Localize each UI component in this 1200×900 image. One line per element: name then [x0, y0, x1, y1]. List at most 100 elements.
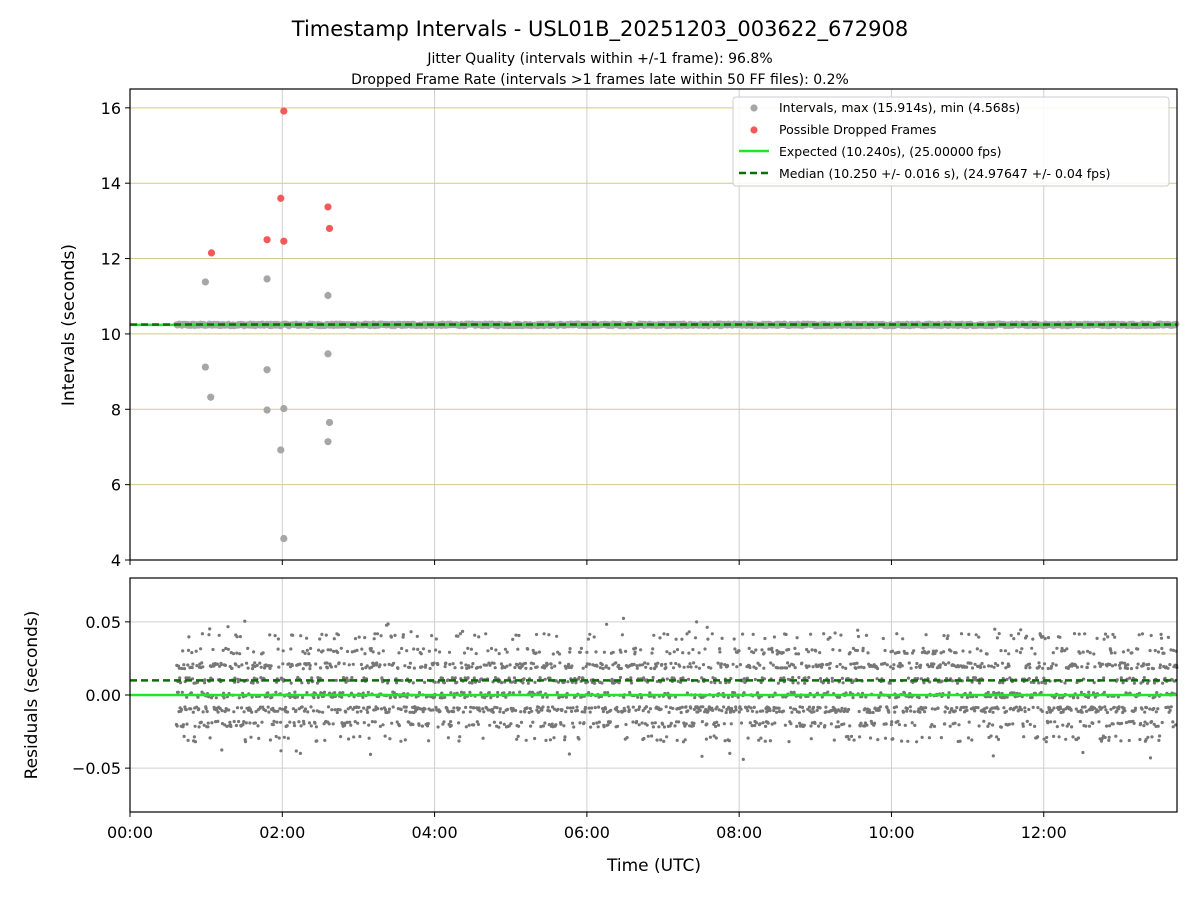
residual-point: [769, 661, 773, 665]
residual-point: [294, 749, 298, 753]
residual-point: [1036, 706, 1040, 710]
residual-point: [665, 650, 669, 654]
residual-point: [389, 695, 393, 699]
residual-point: [648, 707, 653, 711]
residual-point: [355, 710, 359, 714]
residual-point: [421, 710, 425, 714]
residual-point: [1078, 719, 1082, 724]
residual-point: [1076, 736, 1081, 740]
residual-point: [321, 710, 325, 714]
residual-point: [482, 710, 486, 714]
residual-point: [189, 707, 193, 711]
residual-point: [788, 706, 793, 710]
residual-point: [652, 633, 656, 637]
residual-point: [1046, 666, 1050, 671]
residual-point: [526, 647, 530, 651]
residual-point: [301, 667, 305, 671]
residual-point: [982, 665, 986, 669]
residual-point: [741, 757, 745, 762]
residual-point: [704, 707, 708, 712]
residual-point: [476, 722, 480, 727]
residual-point: [927, 736, 932, 740]
residual-point: [798, 721, 802, 725]
residual-point: [1103, 632, 1108, 636]
residual-point: [1104, 708, 1108, 712]
residual-point: [417, 723, 421, 727]
residual-point: [1169, 705, 1173, 709]
residual-point: [791, 663, 796, 667]
residual-point: [679, 710, 683, 715]
residual-point: [499, 662, 503, 666]
residual-point: [943, 662, 948, 667]
residual-point: [326, 648, 330, 652]
residual-point: [720, 709, 724, 713]
residual-point: [1171, 720, 1175, 724]
residual-point: [538, 690, 543, 694]
residual-point: [1003, 649, 1008, 653]
residual-point: [754, 666, 758, 671]
residual-point: [564, 710, 568, 714]
residual-point: [603, 691, 607, 695]
residual-point: [922, 681, 926, 685]
residual-point: [584, 664, 588, 669]
residual-point: [766, 721, 770, 725]
residual-point: [637, 723, 641, 727]
residual-point: [486, 649, 490, 653]
residual-point: [315, 739, 319, 743]
residual-point: [665, 677, 669, 681]
residual-point: [505, 664, 509, 668]
residual-point: [1049, 664, 1054, 669]
residual-point: [440, 696, 444, 700]
residual-point: [488, 723, 492, 727]
residual-point: [200, 661, 204, 665]
residual-point: [373, 632, 377, 636]
residual-point: [1105, 710, 1109, 715]
residual-point: [1052, 734, 1056, 739]
residual-point: [868, 710, 872, 715]
residual-point: [737, 649, 741, 653]
residual-point: [908, 705, 913, 709]
residual-point: [243, 619, 247, 623]
residual-point: [1030, 646, 1034, 650]
residual-point: [449, 723, 453, 728]
residual-point: [809, 724, 813, 728]
residual-point: [254, 710, 258, 714]
residual-point: [830, 679, 835, 683]
residual-point: [339, 735, 343, 739]
residual-point: [1109, 651, 1113, 655]
residual-point: [1033, 652, 1037, 656]
residual-point: [695, 620, 699, 624]
residual-point: [575, 705, 579, 709]
residual-point: [1037, 681, 1041, 685]
residual-point: [353, 637, 358, 641]
residual-point: [848, 724, 852, 728]
residual-point: [647, 710, 651, 714]
residual-point: [716, 723, 721, 727]
residual-point: [764, 724, 768, 729]
residual-point: [1102, 676, 1106, 680]
residual-point: [477, 635, 481, 639]
residual-point: [1076, 696, 1080, 700]
residual-point: [1152, 722, 1156, 726]
residual-point: [492, 661, 496, 665]
residual-point: [546, 705, 550, 709]
residual-point: [756, 691, 760, 695]
residual-point: [806, 707, 810, 711]
residual-point: [883, 661, 887, 666]
residual-point: [436, 662, 440, 667]
residual-point: [1007, 722, 1012, 726]
residual-point: [1012, 637, 1016, 641]
residual-point: [688, 662, 692, 666]
residual-point: [1039, 690, 1043, 695]
residual-point: [203, 681, 207, 685]
residual-point: [522, 677, 526, 681]
residual-point: [549, 662, 553, 666]
residual-point: [999, 725, 1004, 729]
residual-point: [299, 724, 303, 728]
residual-point: [348, 720, 352, 724]
residual-point: [318, 666, 323, 670]
residual-point: [996, 707, 1000, 711]
residual-point: [887, 695, 892, 699]
residual-point: [1080, 665, 1084, 669]
residual-point: [1061, 723, 1065, 727]
